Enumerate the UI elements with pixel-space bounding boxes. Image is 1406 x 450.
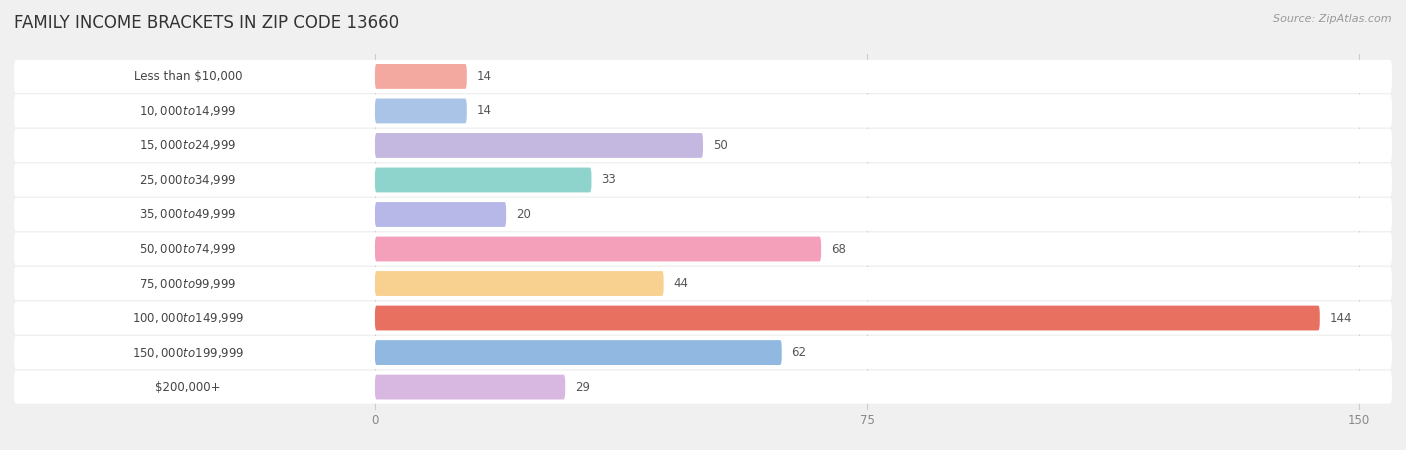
- FancyBboxPatch shape: [375, 340, 782, 365]
- FancyBboxPatch shape: [17, 133, 359, 158]
- FancyBboxPatch shape: [14, 267, 1392, 300]
- FancyBboxPatch shape: [17, 306, 359, 330]
- Text: $150,000 to $199,999: $150,000 to $199,999: [132, 346, 245, 360]
- Text: FAMILY INCOME BRACKETS IN ZIP CODE 13660: FAMILY INCOME BRACKETS IN ZIP CODE 13660: [14, 14, 399, 32]
- FancyBboxPatch shape: [14, 129, 1392, 162]
- FancyBboxPatch shape: [14, 163, 1392, 197]
- Text: 68: 68: [831, 243, 846, 256]
- FancyBboxPatch shape: [17, 375, 359, 400]
- FancyBboxPatch shape: [375, 64, 467, 89]
- Text: $100,000 to $149,999: $100,000 to $149,999: [132, 311, 245, 325]
- FancyBboxPatch shape: [14, 370, 1392, 404]
- FancyBboxPatch shape: [17, 167, 359, 193]
- FancyBboxPatch shape: [375, 202, 506, 227]
- FancyBboxPatch shape: [17, 64, 359, 89]
- FancyBboxPatch shape: [17, 99, 359, 123]
- FancyBboxPatch shape: [375, 99, 467, 123]
- Text: $50,000 to $74,999: $50,000 to $74,999: [139, 242, 236, 256]
- Text: 44: 44: [673, 277, 689, 290]
- FancyBboxPatch shape: [375, 237, 821, 261]
- Text: $15,000 to $24,999: $15,000 to $24,999: [139, 139, 236, 153]
- FancyBboxPatch shape: [375, 306, 1320, 330]
- Text: 50: 50: [713, 139, 727, 152]
- Text: 20: 20: [516, 208, 531, 221]
- Text: $35,000 to $49,999: $35,000 to $49,999: [139, 207, 236, 221]
- FancyBboxPatch shape: [14, 94, 1392, 127]
- FancyBboxPatch shape: [14, 336, 1392, 369]
- FancyBboxPatch shape: [17, 340, 359, 365]
- Text: 144: 144: [1330, 311, 1353, 324]
- FancyBboxPatch shape: [17, 271, 359, 296]
- Text: 29: 29: [575, 381, 591, 394]
- Text: $75,000 to $99,999: $75,000 to $99,999: [139, 276, 236, 291]
- FancyBboxPatch shape: [375, 271, 664, 296]
- FancyBboxPatch shape: [14, 198, 1392, 231]
- FancyBboxPatch shape: [375, 375, 565, 400]
- Text: 62: 62: [792, 346, 807, 359]
- FancyBboxPatch shape: [14, 233, 1392, 266]
- Text: $200,000+: $200,000+: [155, 381, 221, 394]
- Text: Less than $10,000: Less than $10,000: [134, 70, 242, 83]
- Text: 33: 33: [602, 174, 616, 186]
- FancyBboxPatch shape: [14, 302, 1392, 335]
- Text: $25,000 to $34,999: $25,000 to $34,999: [139, 173, 236, 187]
- FancyBboxPatch shape: [17, 202, 359, 227]
- Text: 14: 14: [477, 104, 492, 117]
- FancyBboxPatch shape: [375, 133, 703, 158]
- Text: 14: 14: [477, 70, 492, 83]
- Text: $10,000 to $14,999: $10,000 to $14,999: [139, 104, 236, 118]
- FancyBboxPatch shape: [17, 237, 359, 261]
- FancyBboxPatch shape: [375, 167, 592, 193]
- FancyBboxPatch shape: [14, 60, 1392, 93]
- Text: Source: ZipAtlas.com: Source: ZipAtlas.com: [1274, 14, 1392, 23]
